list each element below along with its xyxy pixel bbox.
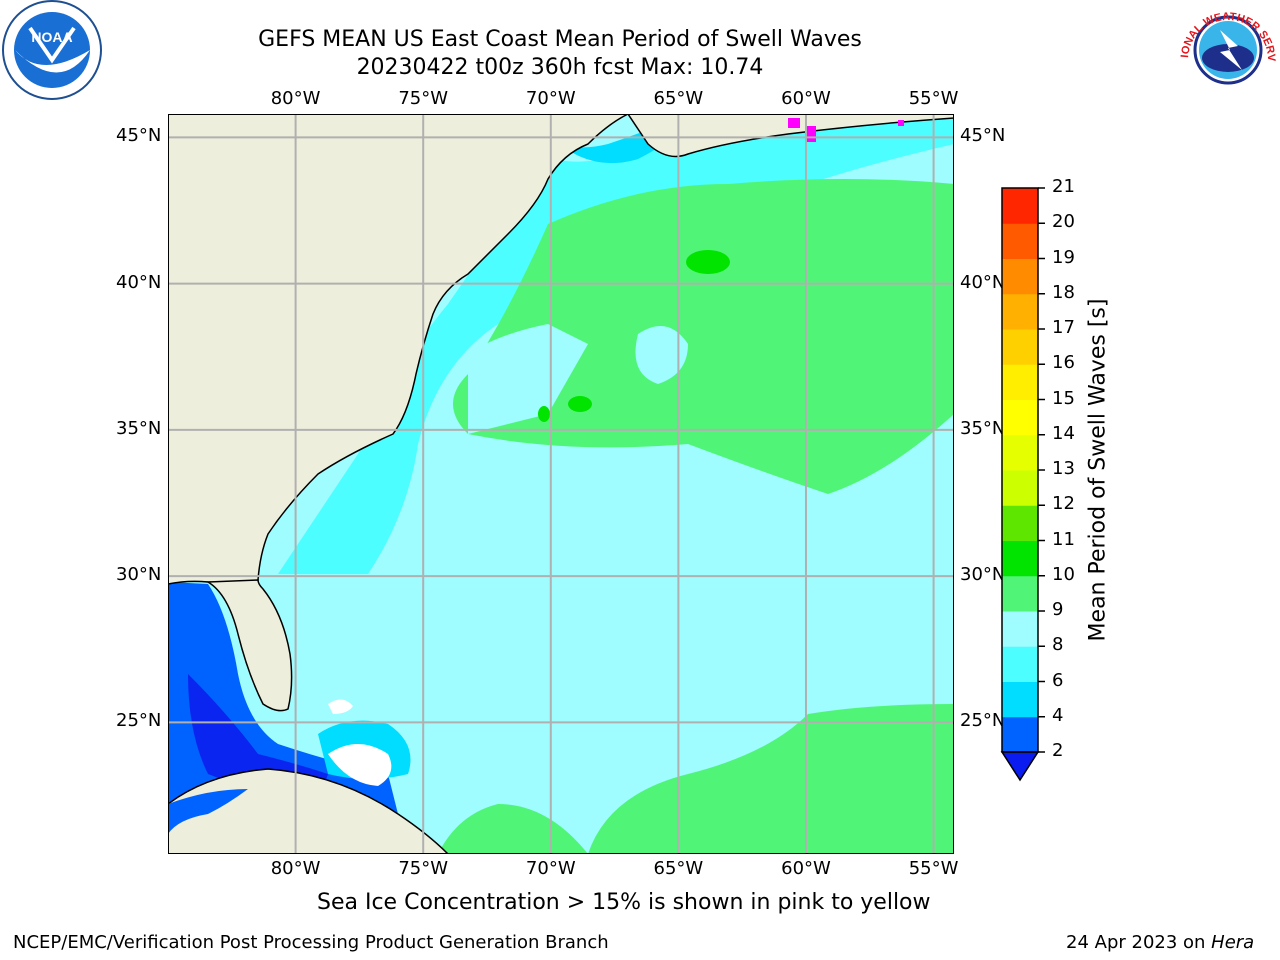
lon-tick-label: 60°W xyxy=(781,858,831,879)
colorbar-tick-label: 15 xyxy=(1052,387,1075,409)
colorbar-bin xyxy=(1002,681,1038,718)
ocean-field-9-10s-south xyxy=(588,704,954,854)
colorbar-bin xyxy=(1002,293,1038,330)
colorbar xyxy=(1000,187,1045,782)
colorbar-bin xyxy=(1002,258,1038,295)
sea-ice-mark-a xyxy=(788,118,800,128)
map-title: GEFS MEAN US East Coast Mean Period of S… xyxy=(258,27,862,52)
footer-left: NCEP/EMC/Verification Post Processing Pr… xyxy=(13,932,609,953)
colorbar-tick-label: 9 xyxy=(1052,599,1064,620)
nova-scotia-land xyxy=(627,114,954,158)
colorbar-under-extension xyxy=(1000,751,1040,782)
lon-tick-label: 55°W xyxy=(908,88,959,109)
colorbar-tick-label: 4 xyxy=(1052,704,1064,726)
colorbar-bin xyxy=(1002,716,1038,753)
colorbar-tick-label: 17 xyxy=(1052,317,1075,338)
ocean-field-10-11s-a xyxy=(686,250,730,274)
lon-tick-label: 80°W xyxy=(270,88,321,109)
sea-ice-caption: Sea Ice Concentration > 15% is shown in … xyxy=(317,890,931,915)
swell-period-map xyxy=(168,114,954,854)
lat-tick-label: 30°N xyxy=(116,564,162,586)
sea-ice-mark-c xyxy=(898,120,904,126)
lon-tick-label: 55°W xyxy=(908,858,959,879)
noaa-logo: NOAA xyxy=(2,0,102,100)
colorbar-bin xyxy=(1002,611,1038,647)
ocean-field-10-11s-b xyxy=(568,396,592,412)
lat-tick-label: 45°N xyxy=(116,125,162,147)
lon-tick-label: 80°W xyxy=(270,858,321,879)
lon-tick-label: 60°W xyxy=(781,88,831,109)
lon-tick-label: 65°W xyxy=(653,88,704,109)
colorbar-bin xyxy=(1002,505,1038,541)
colorbar-bin xyxy=(1002,223,1038,259)
colorbar-tick-label: 19 xyxy=(1052,246,1075,268)
lat-tick-label: 45°N xyxy=(960,125,1006,147)
lon-tick-label: 75°W xyxy=(398,88,449,109)
ocean-field-south-of-cuba xyxy=(168,789,248,834)
colorbar-tick-label: 2 xyxy=(1052,740,1064,761)
colorbar-tick-label: 14 xyxy=(1052,422,1075,444)
ocean-field-10-11s-c xyxy=(538,406,550,422)
lat-tick-label: 35°N xyxy=(116,417,162,439)
colorbar-bin xyxy=(1002,399,1038,436)
colorbar-bin xyxy=(1002,575,1038,612)
colorbar-tick-label: 18 xyxy=(1052,281,1075,303)
colorbar-bin xyxy=(1002,188,1038,224)
colorbar-tick-label: 8 xyxy=(1052,634,1064,656)
colorbar-tick-label: 20 xyxy=(1052,211,1075,233)
lon-tick-label: 65°W xyxy=(653,858,704,879)
footer-right: 24 Apr 2023 on Hera xyxy=(1066,932,1254,953)
bahamas-bank-b xyxy=(328,744,392,786)
sea-ice-mark-b xyxy=(806,126,816,142)
lon-tick-label: 70°W xyxy=(525,88,576,109)
footer-date: 24 Apr 2023 on xyxy=(1066,932,1212,953)
colorbar-tick-label: 11 xyxy=(1052,528,1075,550)
noaa-logo-text: NOAA xyxy=(31,29,72,45)
bahamas-bank-a xyxy=(328,699,353,714)
lat-tick-label: 30°N xyxy=(960,564,1006,586)
ocean-field-8-9s-patch xyxy=(468,324,588,434)
footer-machine: Hera xyxy=(1211,932,1255,953)
lat-tick-label: 35°N xyxy=(960,417,1006,439)
lat-tick-label: 40°N xyxy=(116,271,162,293)
colorbar-tick-label: 13 xyxy=(1052,458,1075,479)
colorbar-bin xyxy=(1002,540,1038,577)
florida-land xyxy=(205,579,293,712)
lat-tick-label: 25°N xyxy=(960,710,1006,732)
colorbar-bin xyxy=(1002,646,1038,682)
colorbar-tick-label: 16 xyxy=(1052,352,1075,374)
colorbar-tick-label: 10 xyxy=(1052,563,1075,585)
ocean-field-9-10s-north xyxy=(453,179,954,494)
lat-tick-label: 40°N xyxy=(960,271,1006,293)
ocean-field-8-9s-patch2 xyxy=(635,326,688,384)
colorbar-bin xyxy=(1002,329,1038,365)
colorbar-title: Mean Period of Swell Waves [s] xyxy=(1085,298,1111,642)
map-subtitle: 20230422 t00z 360h fcst Max: 10.74 xyxy=(356,55,764,80)
colorbar-bin xyxy=(1002,364,1038,400)
colorbar-bin xyxy=(1002,434,1038,471)
colorbar-tick-label: 6 xyxy=(1052,669,1064,691)
colorbar-bin xyxy=(1002,470,1038,506)
lon-tick-label: 70°W xyxy=(525,858,576,879)
nws-logo: NATIONAL WEATHER SERVICE xyxy=(1176,0,1277,96)
lat-tick-label: 25°N xyxy=(116,710,162,732)
gridlines xyxy=(168,114,954,854)
colorbar-tick-label: 21 xyxy=(1052,176,1075,197)
lon-tick-label: 75°W xyxy=(398,858,449,879)
colorbar-tick-label: 12 xyxy=(1052,493,1075,515)
